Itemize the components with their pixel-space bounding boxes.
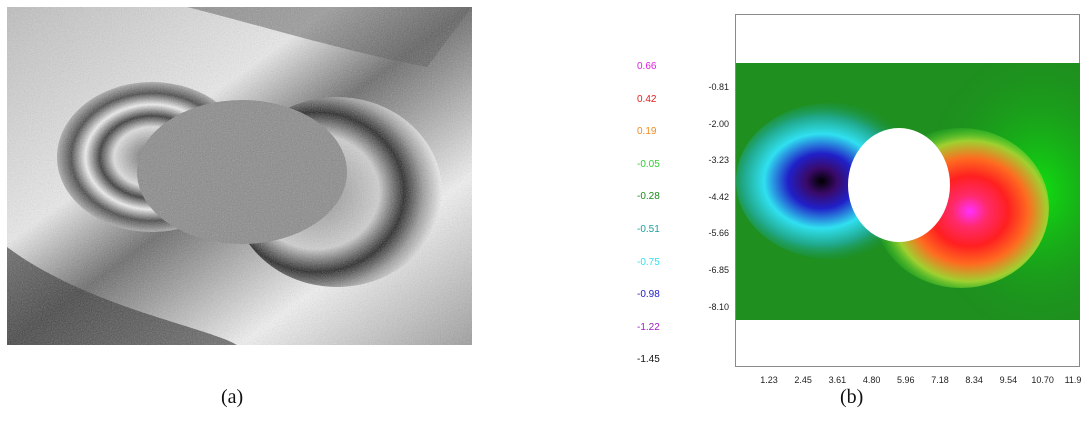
y-tick-label: -4.42: [708, 191, 729, 202]
caption-a: (a): [221, 386, 244, 408]
legend-label: 0.66: [637, 61, 657, 72]
y-tick-label: -5.66: [708, 228, 729, 239]
legend-label: -1.22: [637, 321, 660, 333]
legend-label: -0.05: [637, 158, 660, 170]
legend-label: -1.45: [637, 354, 660, 366]
caption-b: (b): [840, 386, 864, 408]
color-legend: 0.66 0.42 0.19 -0.05 -0.28 -0.51 -0.75 -0.98 -1.…: [637, 52, 687, 372]
legend-label: 0.19: [637, 126, 657, 138]
legend-label: -0.28: [637, 191, 660, 203]
legend-label: -0.98: [637, 289, 660, 301]
legend-label: -0.51: [637, 224, 660, 235]
x-tick-label: 1.23: [760, 375, 778, 385]
legend-label: -0.75: [637, 256, 660, 268]
fringe-pattern-image: [7, 7, 472, 345]
x-tick-label: 2.45: [794, 375, 812, 385]
legend-label: 0.42: [637, 93, 657, 105]
speckle-overlay: [7, 7, 472, 345]
x-tick-label: 11.9: [1064, 375, 1082, 385]
x-tick-label: 3.61: [828, 375, 847, 385]
hole: [848, 128, 950, 242]
x-tick-label: 10.70: [1031, 375, 1054, 385]
y-tick-label: -2.00: [708, 118, 729, 129]
x-tick-label: 5.96: [897, 375, 915, 385]
y-tick-label: -6.85: [708, 265, 729, 275]
x-tick-label: 4.80: [862, 375, 881, 385]
y-tick-label: -8.10: [708, 301, 729, 312]
heatmap-field: [736, 63, 1080, 320]
y-tick-label: -0.81: [708, 82, 729, 92]
y-tick-label: -3.23: [708, 155, 729, 166]
x-tick-label: 7.18: [931, 375, 949, 385]
x-tick-label: 8.34: [965, 375, 983, 385]
x-tick-label: 9.54: [999, 375, 1018, 385]
